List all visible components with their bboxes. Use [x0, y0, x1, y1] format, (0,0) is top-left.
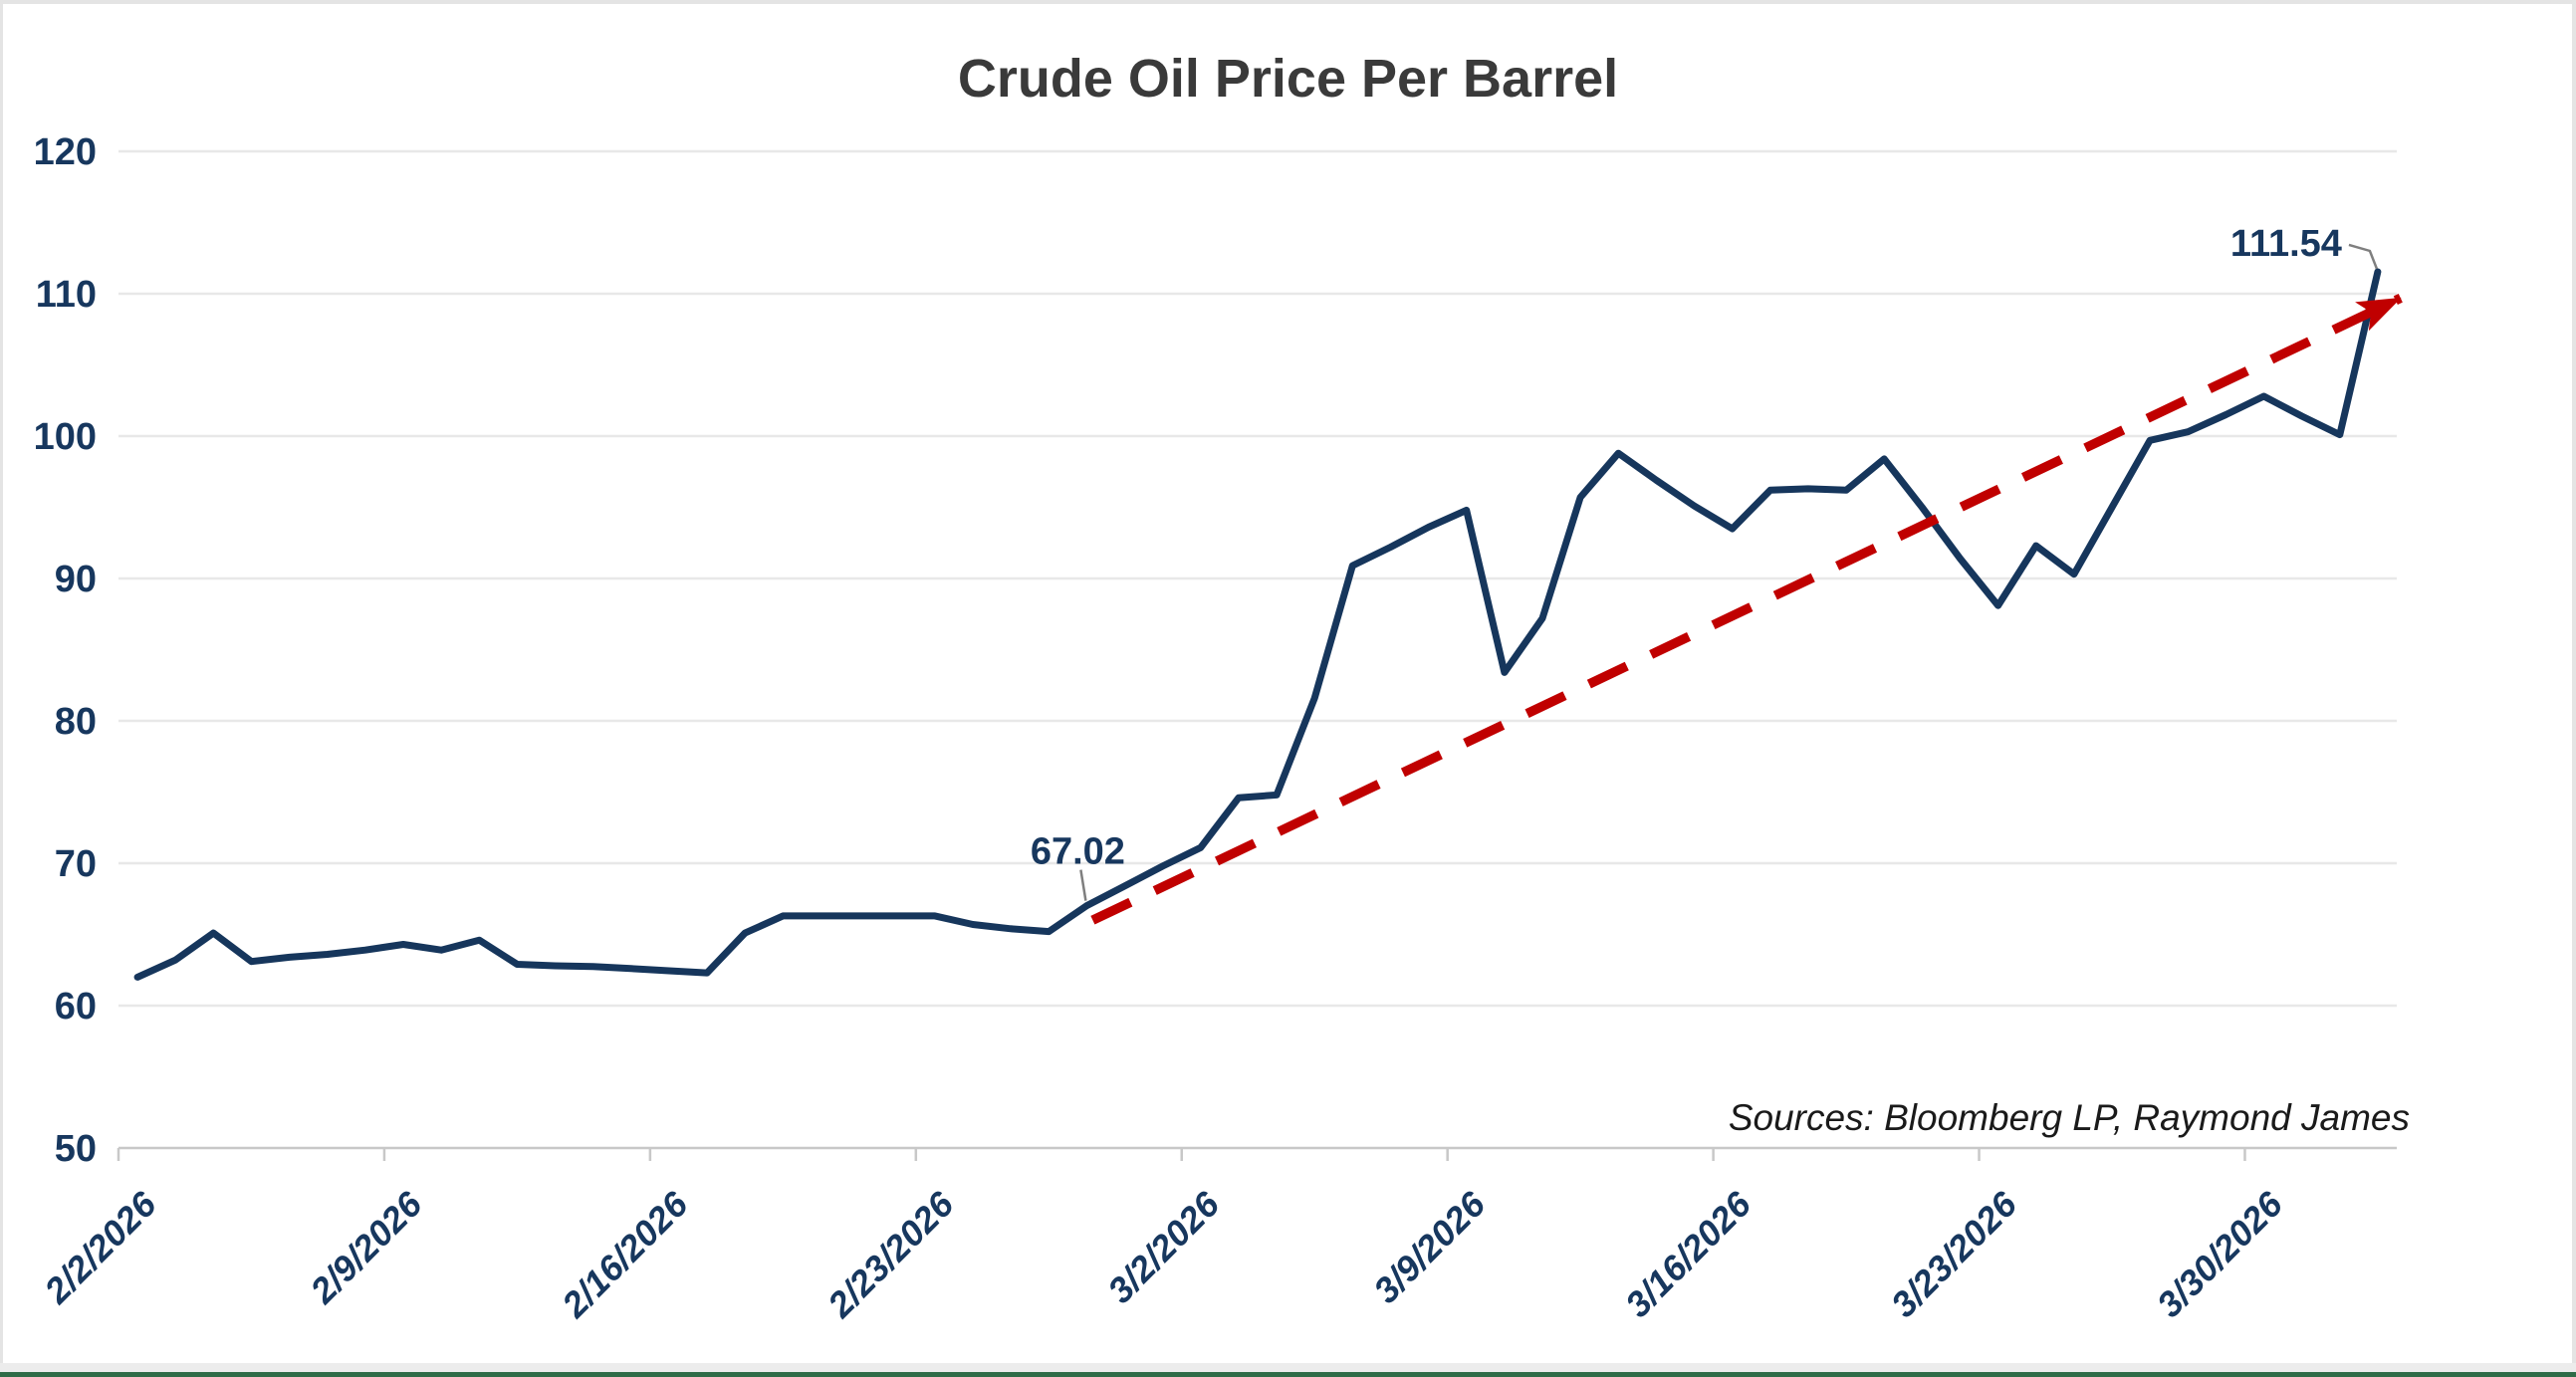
- data-point-annotation: 67.02: [1031, 831, 1125, 873]
- x-axis-tick-label: 3/9/2026: [1365, 1183, 1494, 1311]
- chart-title: Crude Oil Price Per Barrel: [957, 49, 1619, 109]
- x-axis-labels: 2/2/2026 2/9/2026 2/16/2026 2/23/2026 3/2/20…: [36, 1183, 2291, 1326]
- x-axis-tick-label: 3/2/2026: [1099, 1183, 1228, 1311]
- y-axis-tick-label: 70: [55, 843, 97, 885]
- y-axis-tick-label: 120: [34, 131, 97, 173]
- y-axis-tick-label: 110: [36, 274, 97, 316]
- x-axis-tick-label: 3/30/2026: [2149, 1183, 2291, 1325]
- x-axis-tick-label: 2/2/2026: [36, 1183, 164, 1311]
- trendline-layer: [1090, 294, 2403, 925]
- x-axis-tick-label: 3/16/2026: [1617, 1183, 1759, 1325]
- y-axis-tick-label: 60: [55, 986, 97, 1028]
- y-axis-tick-label: 50: [55, 1128, 97, 1170]
- x-axis-tick-label: 2/16/2026: [554, 1183, 697, 1326]
- y-axis-tick-label: 80: [55, 701, 97, 743]
- trendline-dashed-arrow: [1090, 294, 2403, 925]
- y-axis-tick-label: 90: [55, 559, 97, 600]
- x-axis-tick-label: 2/23/2026: [820, 1183, 963, 1326]
- annotation-leader-line: [1079, 869, 1087, 901]
- source-note: Sources: Bloomberg LP, Raymond James: [1728, 1097, 2410, 1138]
- bottom-gray-strip: [0, 1363, 2576, 1372]
- x-axis-tick-label: 2/9/2026: [302, 1183, 430, 1311]
- x-axis-tick-label: 3/23/2026: [1883, 1183, 2025, 1325]
- annotation-leader-line: [2348, 243, 2379, 270]
- y-axis-labels: 50 60 70 80 90 100 110 120: [34, 131, 97, 1170]
- bottom-green-bar: [0, 1372, 2576, 1377]
- price-line-series: [133, 268, 2382, 981]
- gridlines: [118, 149, 2397, 1008]
- x-axis: [117, 1146, 2397, 1161]
- y-axis-tick-label: 100: [34, 416, 97, 458]
- data-point-annotation: 111.54: [2230, 223, 2342, 265]
- price-line: [133, 268, 2382, 981]
- annotations-layer: 67.02 111.54: [1031, 223, 2379, 901]
